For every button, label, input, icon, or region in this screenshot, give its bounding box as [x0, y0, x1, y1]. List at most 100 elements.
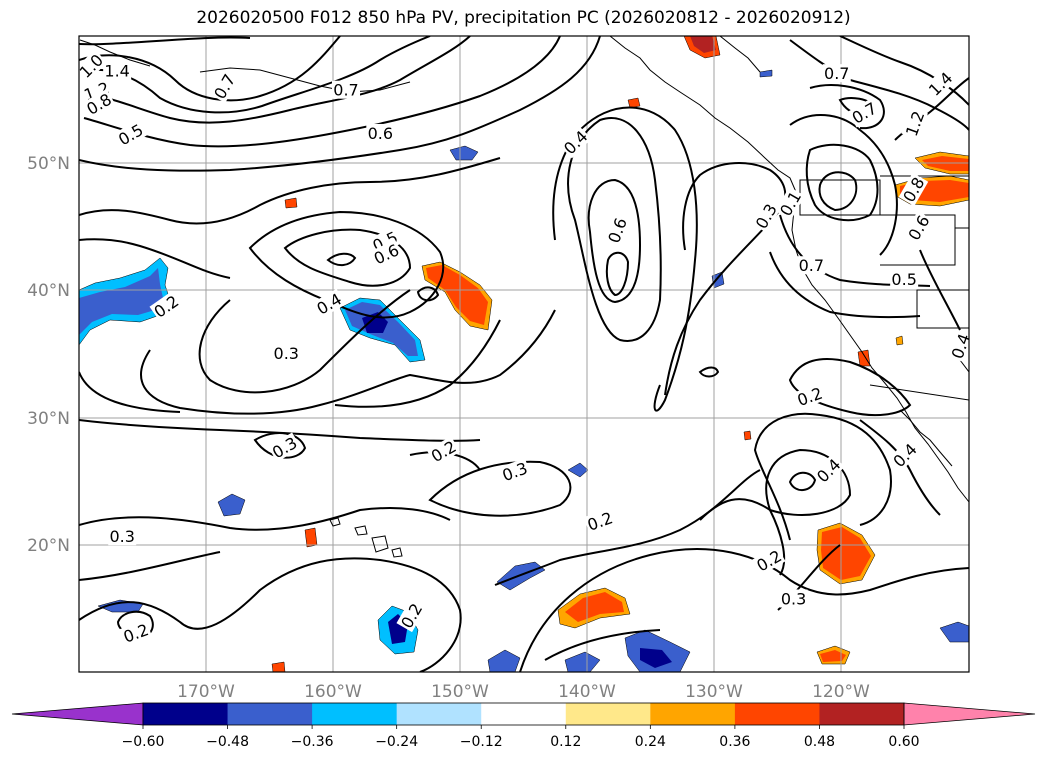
contour-label-bg	[779, 589, 808, 608]
lat-label-40n: 40°N	[27, 281, 70, 301]
colorbar: −0.60 −0.48 −0.36 −0.24 −0.12 0.12 0.24 0.36 0.4…	[11, 702, 1036, 750]
lon-label-130w: 130°W	[685, 682, 743, 702]
colorbar-tick-label: −0.48	[206, 734, 249, 750]
contour-label-bg	[498, 458, 531, 485]
contour-label-bg	[79, 49, 108, 83]
contour-label-bg	[901, 107, 928, 140]
colorbar-extend-low	[11, 702, 144, 726]
contour-label-bg	[82, 89, 116, 119]
contour-label-bg	[822, 64, 851, 83]
precip-positive-blob	[743, 430, 752, 441]
colorbar-segment	[650, 703, 736, 725]
contour-label-bg	[267, 432, 302, 463]
contour-label-bg	[559, 125, 592, 159]
map-area: 1.41.21.00.80.50.7 0.70.60.50.60.40.20.30…	[79, 36, 975, 672]
lon-label-140w: 140°W	[558, 682, 616, 702]
contour-labels: 1.41.21.00.80.50.7 0.70.60.50.60.40.20.30…	[79, 49, 975, 647]
colorbar-frame	[142, 702, 905, 726]
contour-label-bg	[369, 239, 403, 268]
lat-label-20n: 20°N	[27, 536, 70, 556]
contour-label-bg	[890, 270, 919, 289]
lon-label-170w: 170°W	[177, 682, 235, 702]
contour-label-bg	[847, 97, 881, 128]
contour-label-bg	[898, 172, 929, 207]
pv-contours	[79, 36, 969, 672]
contour-label: 0.7	[799, 256, 824, 275]
colorbar-tick-label: −0.12	[460, 734, 503, 750]
contour-label-bg	[583, 507, 617, 535]
contour-label-bg	[752, 545, 786, 576]
colorbar-segment	[143, 703, 229, 725]
colorbar-tick-label: 0.12	[550, 734, 581, 750]
colorbar-segment	[227, 703, 313, 725]
colorbar-segment	[312, 703, 398, 725]
contour-label-bg	[119, 619, 153, 647]
lon-label-120w: 120°W	[812, 682, 870, 702]
precip-positive-blob	[820, 650, 846, 662]
contour-label-bg	[775, 186, 805, 221]
colorbar-segment	[565, 703, 651, 725]
contour-label-bg	[793, 383, 826, 410]
contour-label-bg	[924, 67, 957, 100]
precip-negative-blob	[759, 69, 773, 78]
precip-positive-blob	[565, 592, 624, 622]
contour-label-bg	[114, 119, 148, 150]
colorbar-tick-label: 0.24	[635, 734, 666, 750]
precip-positive-blob	[627, 97, 641, 109]
precip-negative-blob	[564, 651, 601, 672]
contour-label-bg	[149, 290, 183, 322]
precip-negative-blob	[487, 649, 521, 672]
longitude-labels: 170°W 160°W 150°W 140°W 130°W 120°W	[177, 682, 870, 702]
contour-label-bg	[332, 80, 360, 99]
precip-negative-blob	[496, 561, 546, 591]
contour-label-bg	[426, 436, 461, 466]
lat-label-50n: 50°N	[27, 154, 70, 174]
precip-positive-blob	[895, 335, 904, 346]
precip-negative-blob	[567, 462, 589, 478]
precip-negative-blob	[79, 268, 163, 335]
contour-label-bg	[797, 256, 826, 275]
colorbar-segment	[819, 703, 905, 725]
contour-label: 1.4	[104, 62, 129, 81]
contour-label: 0.3	[781, 589, 806, 608]
contour-label-bg	[603, 214, 631, 247]
contour-label-bg	[947, 329, 969, 363]
colorbar-segment	[481, 703, 567, 725]
contour-label-bg	[209, 69, 240, 104]
contour-label: 0.7	[824, 64, 849, 83]
lat-label-30n: 30°N	[27, 409, 70, 429]
colorbar-extend-high	[903, 702, 1036, 726]
precip-positive-blob	[857, 349, 871, 367]
precip-positive-blob	[284, 197, 298, 209]
lon-label-160w: 160°W	[304, 682, 362, 702]
precip-positive-blob	[690, 36, 716, 53]
lon-label-150w: 150°W	[431, 682, 489, 702]
precip-positive-blob	[271, 661, 286, 672]
colorbar-tick-label: −0.60	[122, 734, 165, 750]
contour-label-bg	[368, 227, 402, 256]
colorbar-tick-label: 0.60	[888, 734, 919, 750]
contour-label-bg	[396, 598, 427, 633]
precip-negative-blob	[640, 648, 672, 668]
precip-negative-blob	[449, 145, 479, 161]
precip-negative-blob	[217, 493, 246, 517]
contour-label-bg	[272, 344, 301, 362]
contour-label: 0.3	[274, 344, 299, 363]
contour-label-bg	[888, 438, 921, 472]
contour-label-bg	[903, 210, 934, 245]
precip-negative-blob	[939, 621, 969, 643]
contour-label-bg	[812, 454, 845, 487]
contour-label: 0.4	[948, 331, 975, 361]
colorbar-segment	[396, 703, 482, 725]
precip-positive-blob	[821, 527, 871, 580]
colorbar-tick-label: 0.48	[804, 734, 835, 750]
contour-label-bg	[312, 288, 346, 319]
colorbar-tick-label: 0.36	[719, 734, 750, 750]
contour-label-bg	[108, 527, 137, 546]
precip-positive-blob	[304, 527, 318, 548]
contour-label-bg	[751, 199, 781, 233]
colorbar-segment	[734, 703, 820, 725]
contour-label-bg	[366, 123, 395, 142]
contour-label: 0.3	[110, 527, 135, 546]
